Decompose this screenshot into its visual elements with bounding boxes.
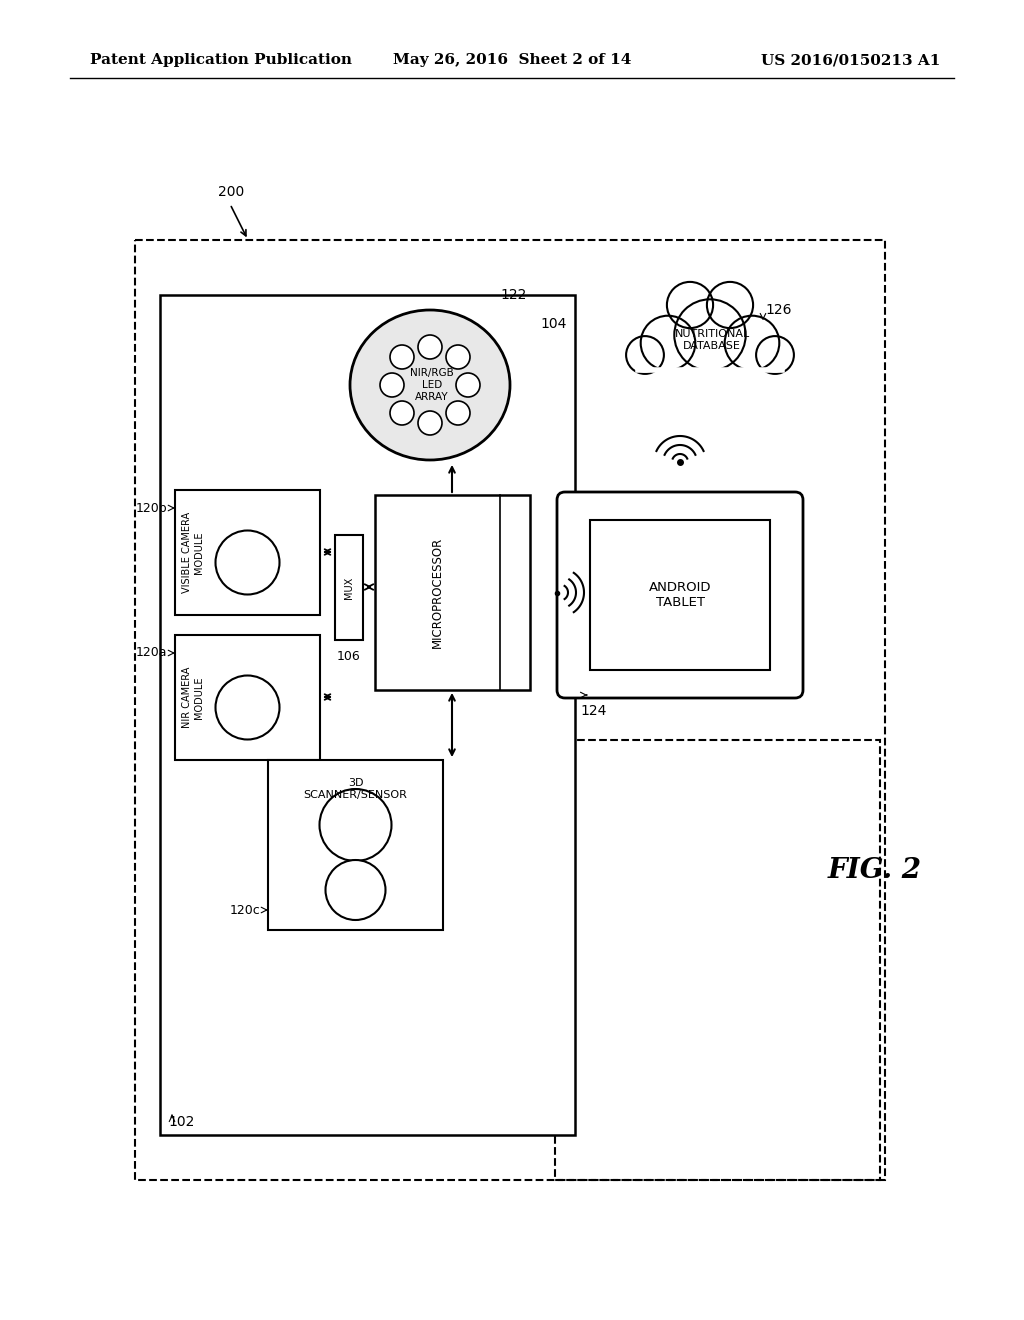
Text: 200: 200 bbox=[218, 185, 245, 199]
Text: 120c: 120c bbox=[229, 903, 260, 916]
Bar bbox=[160, 294, 575, 1135]
FancyBboxPatch shape bbox=[557, 492, 803, 698]
Text: 102: 102 bbox=[168, 1115, 195, 1129]
Text: 126: 126 bbox=[765, 304, 792, 317]
Circle shape bbox=[319, 789, 391, 861]
Circle shape bbox=[707, 282, 753, 329]
Circle shape bbox=[326, 861, 385, 920]
Bar bbox=[135, 240, 885, 1180]
Text: US 2016/0150213 A1: US 2016/0150213 A1 bbox=[761, 53, 940, 67]
Bar bbox=[335, 535, 362, 640]
Circle shape bbox=[446, 345, 470, 370]
Text: 104: 104 bbox=[541, 317, 567, 331]
Circle shape bbox=[667, 282, 713, 329]
Circle shape bbox=[418, 335, 442, 359]
Text: MUX: MUX bbox=[344, 577, 354, 599]
Text: VISIBLE CAMERA
MODULE: VISIBLE CAMERA MODULE bbox=[182, 512, 204, 593]
Circle shape bbox=[756, 337, 794, 374]
Circle shape bbox=[626, 337, 664, 374]
Bar bbox=[175, 635, 319, 760]
Text: NIR CAMERA
MODULE: NIR CAMERA MODULE bbox=[182, 667, 204, 729]
Bar bbox=[555, 741, 880, 1180]
Text: 124: 124 bbox=[580, 704, 606, 718]
Circle shape bbox=[380, 374, 404, 397]
Bar bbox=[375, 495, 530, 690]
Text: 3D
SCANNER/SENSOR: 3D SCANNER/SENSOR bbox=[303, 777, 408, 800]
Circle shape bbox=[725, 315, 779, 371]
Circle shape bbox=[446, 401, 470, 425]
Ellipse shape bbox=[350, 310, 510, 459]
Circle shape bbox=[215, 531, 280, 594]
Text: 106: 106 bbox=[337, 649, 360, 663]
Bar bbox=[590, 520, 770, 671]
Circle shape bbox=[215, 676, 280, 739]
Text: Patent Application Publication: Patent Application Publication bbox=[90, 53, 352, 67]
Circle shape bbox=[390, 345, 414, 370]
Circle shape bbox=[390, 401, 414, 425]
Text: NUTRITIONAL
DATABASE: NUTRITIONAL DATABASE bbox=[675, 329, 750, 351]
Bar bbox=[268, 760, 443, 931]
Text: May 26, 2016  Sheet 2 of 14: May 26, 2016 Sheet 2 of 14 bbox=[393, 53, 631, 67]
Bar bbox=[175, 490, 319, 615]
Text: 120b: 120b bbox=[135, 502, 167, 515]
Circle shape bbox=[674, 300, 745, 371]
Circle shape bbox=[641, 315, 695, 371]
Text: 122: 122 bbox=[500, 288, 526, 302]
Text: ANDROID
TABLET: ANDROID TABLET bbox=[649, 581, 712, 609]
Circle shape bbox=[418, 411, 442, 436]
Text: NIR/RGB
LED
ARRAY: NIR/RGB LED ARRAY bbox=[411, 368, 454, 401]
Text: FIG. 2: FIG. 2 bbox=[828, 857, 922, 883]
Text: MICROPROCESSOR: MICROPROCESSOR bbox=[431, 537, 444, 648]
Circle shape bbox=[456, 374, 480, 397]
Text: 120a: 120a bbox=[135, 647, 167, 660]
